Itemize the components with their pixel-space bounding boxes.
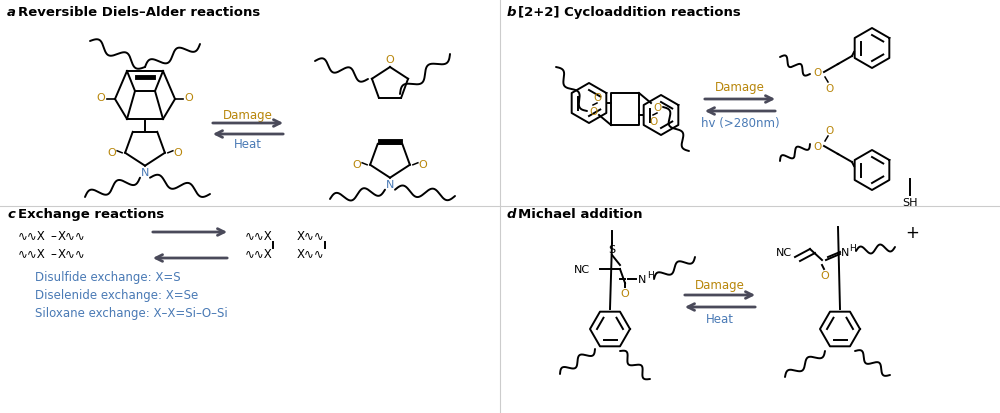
Text: ∿∿X: ∿∿X — [245, 248, 273, 261]
Text: O: O — [649, 117, 657, 127]
Text: Michael addition: Michael addition — [518, 207, 642, 221]
Text: Diselenide exchange: X=Se: Diselenide exchange: X=Se — [35, 289, 198, 302]
Text: ∿∿X: ∿∿X — [245, 230, 273, 243]
Text: O: O — [589, 107, 597, 117]
Text: a: a — [7, 6, 16, 19]
Text: O: O — [821, 271, 829, 280]
Text: O: O — [813, 142, 821, 152]
Text: Damage: Damage — [223, 108, 273, 121]
Text: O: O — [353, 159, 361, 169]
Text: –: – — [50, 230, 56, 243]
Text: O: O — [621, 288, 629, 298]
Text: O: O — [813, 68, 821, 78]
Text: c: c — [7, 207, 15, 221]
Text: X∿∿: X∿∿ — [297, 230, 325, 243]
Text: O: O — [174, 147, 182, 157]
Text: O: O — [419, 159, 427, 169]
Text: ∿∿X: ∿∿X — [18, 248, 46, 261]
Text: N: N — [386, 179, 394, 189]
Text: O: O — [97, 93, 105, 103]
Text: O: O — [826, 84, 834, 94]
Text: NC: NC — [776, 247, 792, 257]
Text: SH: SH — [902, 197, 918, 207]
Text: H: H — [850, 244, 856, 253]
Text: Disulfide exchange: X=S: Disulfide exchange: X=S — [35, 271, 181, 284]
Text: N: N — [638, 274, 646, 284]
Text: O: O — [826, 126, 834, 136]
Text: b: b — [507, 6, 516, 19]
Text: O: O — [386, 55, 394, 65]
Text: Reversible Diels–Alder reactions: Reversible Diels–Alder reactions — [18, 6, 260, 19]
Text: O: O — [653, 103, 661, 113]
Text: Heat: Heat — [234, 137, 262, 150]
Text: N: N — [841, 247, 849, 257]
Text: O: O — [108, 147, 116, 157]
Text: H: H — [647, 271, 653, 280]
Text: Damage: Damage — [715, 81, 765, 94]
Text: S: S — [608, 244, 616, 254]
Text: d: d — [507, 207, 516, 221]
Text: X∿∿: X∿∿ — [297, 248, 325, 261]
Text: N: N — [141, 167, 149, 177]
Text: –: – — [50, 248, 56, 261]
Text: O: O — [593, 93, 601, 103]
Text: NC: NC — [574, 264, 590, 274]
Text: [2+2] Cycloaddition reactions: [2+2] Cycloaddition reactions — [518, 6, 741, 19]
Text: Heat: Heat — [706, 313, 734, 326]
Text: Siloxane exchange: X–X=Si–O–Si: Siloxane exchange: X–X=Si–O–Si — [35, 307, 228, 320]
Text: X∿∿: X∿∿ — [58, 230, 86, 243]
Text: +: + — [905, 223, 919, 242]
Text: ∿∿X: ∿∿X — [18, 230, 46, 243]
Text: X∿∿: X∿∿ — [58, 248, 86, 261]
Text: hv (>280nm): hv (>280nm) — [701, 117, 779, 130]
Text: Exchange reactions: Exchange reactions — [18, 207, 164, 221]
Text: O: O — [185, 93, 193, 103]
Text: Damage: Damage — [695, 278, 745, 291]
